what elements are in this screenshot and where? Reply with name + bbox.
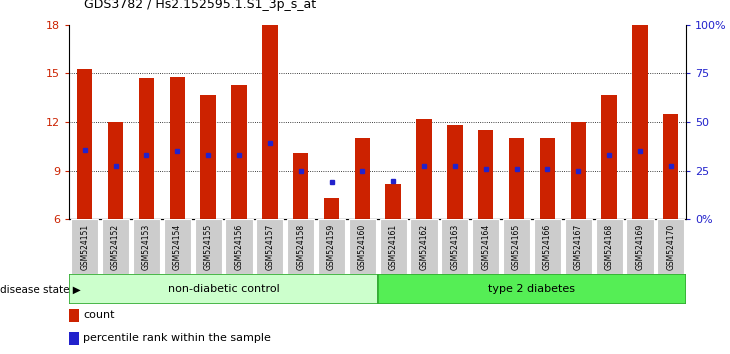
- Text: GSM524158: GSM524158: [296, 224, 305, 270]
- Text: GSM524167: GSM524167: [574, 224, 583, 270]
- Text: GSM524159: GSM524159: [327, 224, 336, 270]
- Text: GSM524155: GSM524155: [204, 224, 212, 270]
- Bar: [472, 219, 499, 274]
- Text: count: count: [83, 310, 115, 320]
- Text: GSM524152: GSM524152: [111, 224, 120, 270]
- Bar: [139, 78, 154, 219]
- Text: GSM524154: GSM524154: [173, 224, 182, 270]
- Text: GSM524157: GSM524157: [265, 224, 274, 270]
- Bar: [571, 122, 586, 219]
- Bar: [69, 274, 378, 304]
- Text: GSM524163: GSM524163: [450, 224, 459, 270]
- Text: GSM524169: GSM524169: [635, 224, 645, 270]
- Bar: [447, 125, 463, 219]
- Bar: [503, 219, 530, 274]
- Bar: [410, 219, 437, 274]
- Bar: [380, 219, 407, 274]
- Text: GSM524162: GSM524162: [420, 224, 429, 270]
- Bar: [663, 114, 678, 219]
- Bar: [169, 77, 185, 219]
- Bar: [539, 138, 555, 219]
- Bar: [657, 219, 684, 274]
- Bar: [287, 219, 314, 274]
- Bar: [385, 184, 401, 219]
- Text: type 2 diabetes: type 2 diabetes: [488, 284, 575, 295]
- Bar: [378, 274, 686, 304]
- Text: GSM524168: GSM524168: [604, 224, 614, 270]
- Bar: [195, 219, 222, 274]
- Bar: [69, 332, 79, 345]
- Bar: [534, 219, 561, 274]
- Text: disease state ▶: disease state ▶: [0, 284, 81, 295]
- Bar: [632, 25, 648, 219]
- Text: GSM524164: GSM524164: [481, 224, 491, 270]
- Text: GSM524153: GSM524153: [142, 224, 151, 270]
- Text: GDS3782 / Hs2.152595.1.S1_3p_s_at: GDS3782 / Hs2.152595.1.S1_3p_s_at: [84, 0, 316, 11]
- Bar: [293, 153, 308, 219]
- Bar: [77, 69, 93, 219]
- Bar: [231, 85, 247, 219]
- Text: GSM524151: GSM524151: [80, 224, 89, 270]
- Bar: [626, 219, 653, 274]
- Text: percentile rank within the sample: percentile rank within the sample: [83, 333, 271, 343]
- Text: GSM524156: GSM524156: [234, 224, 244, 270]
- Text: GSM524166: GSM524166: [543, 224, 552, 270]
- Bar: [102, 219, 129, 274]
- Bar: [355, 138, 370, 219]
- Bar: [416, 119, 431, 219]
- Bar: [349, 219, 376, 274]
- Bar: [108, 122, 123, 219]
- Bar: [164, 219, 191, 274]
- Text: GSM524161: GSM524161: [388, 224, 398, 270]
- Text: non-diabetic control: non-diabetic control: [168, 284, 280, 295]
- Text: GSM524160: GSM524160: [358, 224, 367, 270]
- Bar: [72, 219, 99, 274]
- Text: GSM524170: GSM524170: [666, 224, 675, 270]
- Bar: [256, 219, 283, 274]
- Bar: [442, 219, 469, 274]
- Bar: [509, 138, 524, 219]
- Bar: [318, 219, 345, 274]
- Bar: [596, 219, 623, 274]
- Bar: [602, 95, 617, 219]
- Bar: [201, 95, 216, 219]
- Bar: [478, 130, 493, 219]
- Bar: [262, 25, 277, 219]
- Bar: [324, 198, 339, 219]
- Bar: [133, 219, 160, 274]
- Text: GSM524165: GSM524165: [512, 224, 521, 270]
- Bar: [69, 309, 79, 322]
- Bar: [226, 219, 253, 274]
- Bar: [565, 219, 592, 274]
